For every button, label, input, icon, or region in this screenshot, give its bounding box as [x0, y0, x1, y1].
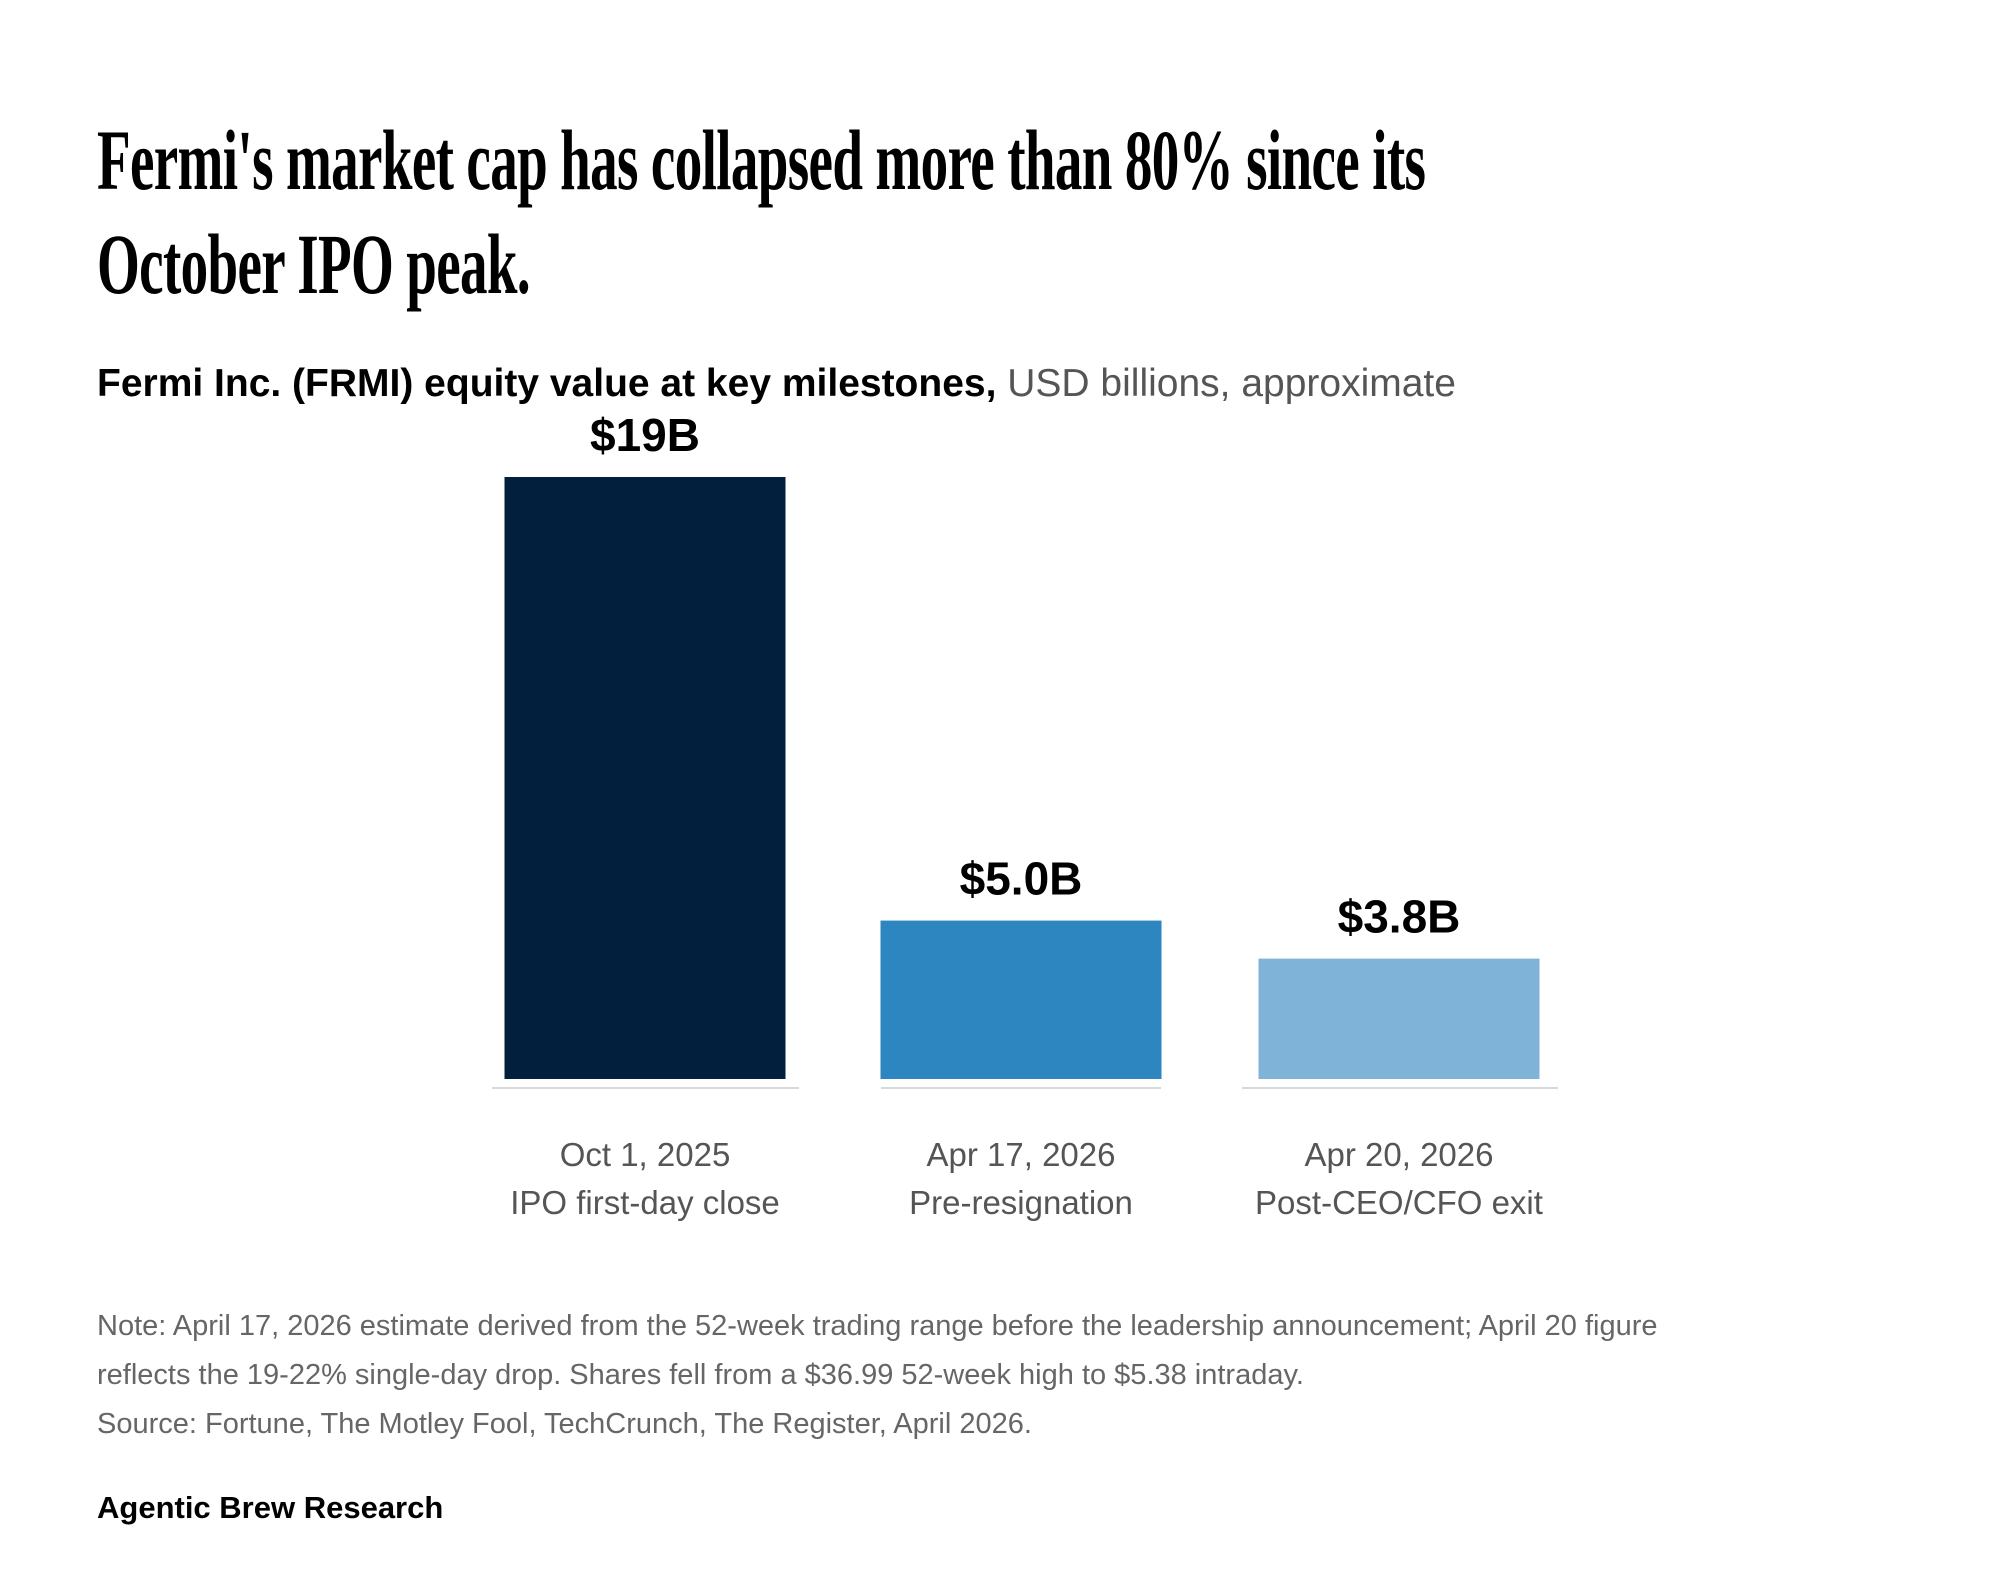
bar	[504, 477, 786, 1079]
chart-title: Fermi's market cap has collapsed more th…	[97, 108, 1697, 316]
bar	[1258, 958, 1540, 1079]
source-line: Source: Fortune, The Motley Fool, TechCr…	[97, 1408, 1032, 1440]
note-line-2: reflects the 19-22% single-day drop. Sha…	[97, 1359, 1304, 1391]
note-line-1: Note: April 17, 2026 estimate derived fr…	[97, 1310, 1658, 1342]
data-label: $3.8B	[1338, 891, 1461, 943]
subtitle-units: USD billions, approximate	[996, 362, 1456, 405]
category-label: Post-CEO/CFO exit	[1255, 1184, 1543, 1221]
category-label: Apr 20, 2026	[1305, 1136, 1494, 1173]
subtitle-bold: Fermi Inc. (FRMI) equity value at key mi…	[97, 362, 997, 405]
category-label: IPO first-day close	[510, 1184, 780, 1221]
title-line-1: Fermi's market cap has collapsed more th…	[97, 112, 1426, 208]
data-label: $5.0B	[960, 853, 1083, 905]
data-label: $19B	[590, 409, 700, 461]
category-label: Apr 17, 2026	[927, 1136, 1116, 1173]
category-label: Oct 1, 2025	[560, 1136, 731, 1173]
chart-notes: Note: April 17, 2026 estimate derived fr…	[97, 1302, 1658, 1449]
footer-attribution: Agentic Brew Research	[97, 1490, 444, 1525]
bar	[880, 920, 1162, 1079]
chart-subtitle: Fermi Inc. (FRMI) equity value at key mi…	[97, 362, 1456, 406]
title-line-2: October IPO peak.	[97, 216, 531, 312]
category-label: Pre-resignation	[909, 1184, 1133, 1221]
